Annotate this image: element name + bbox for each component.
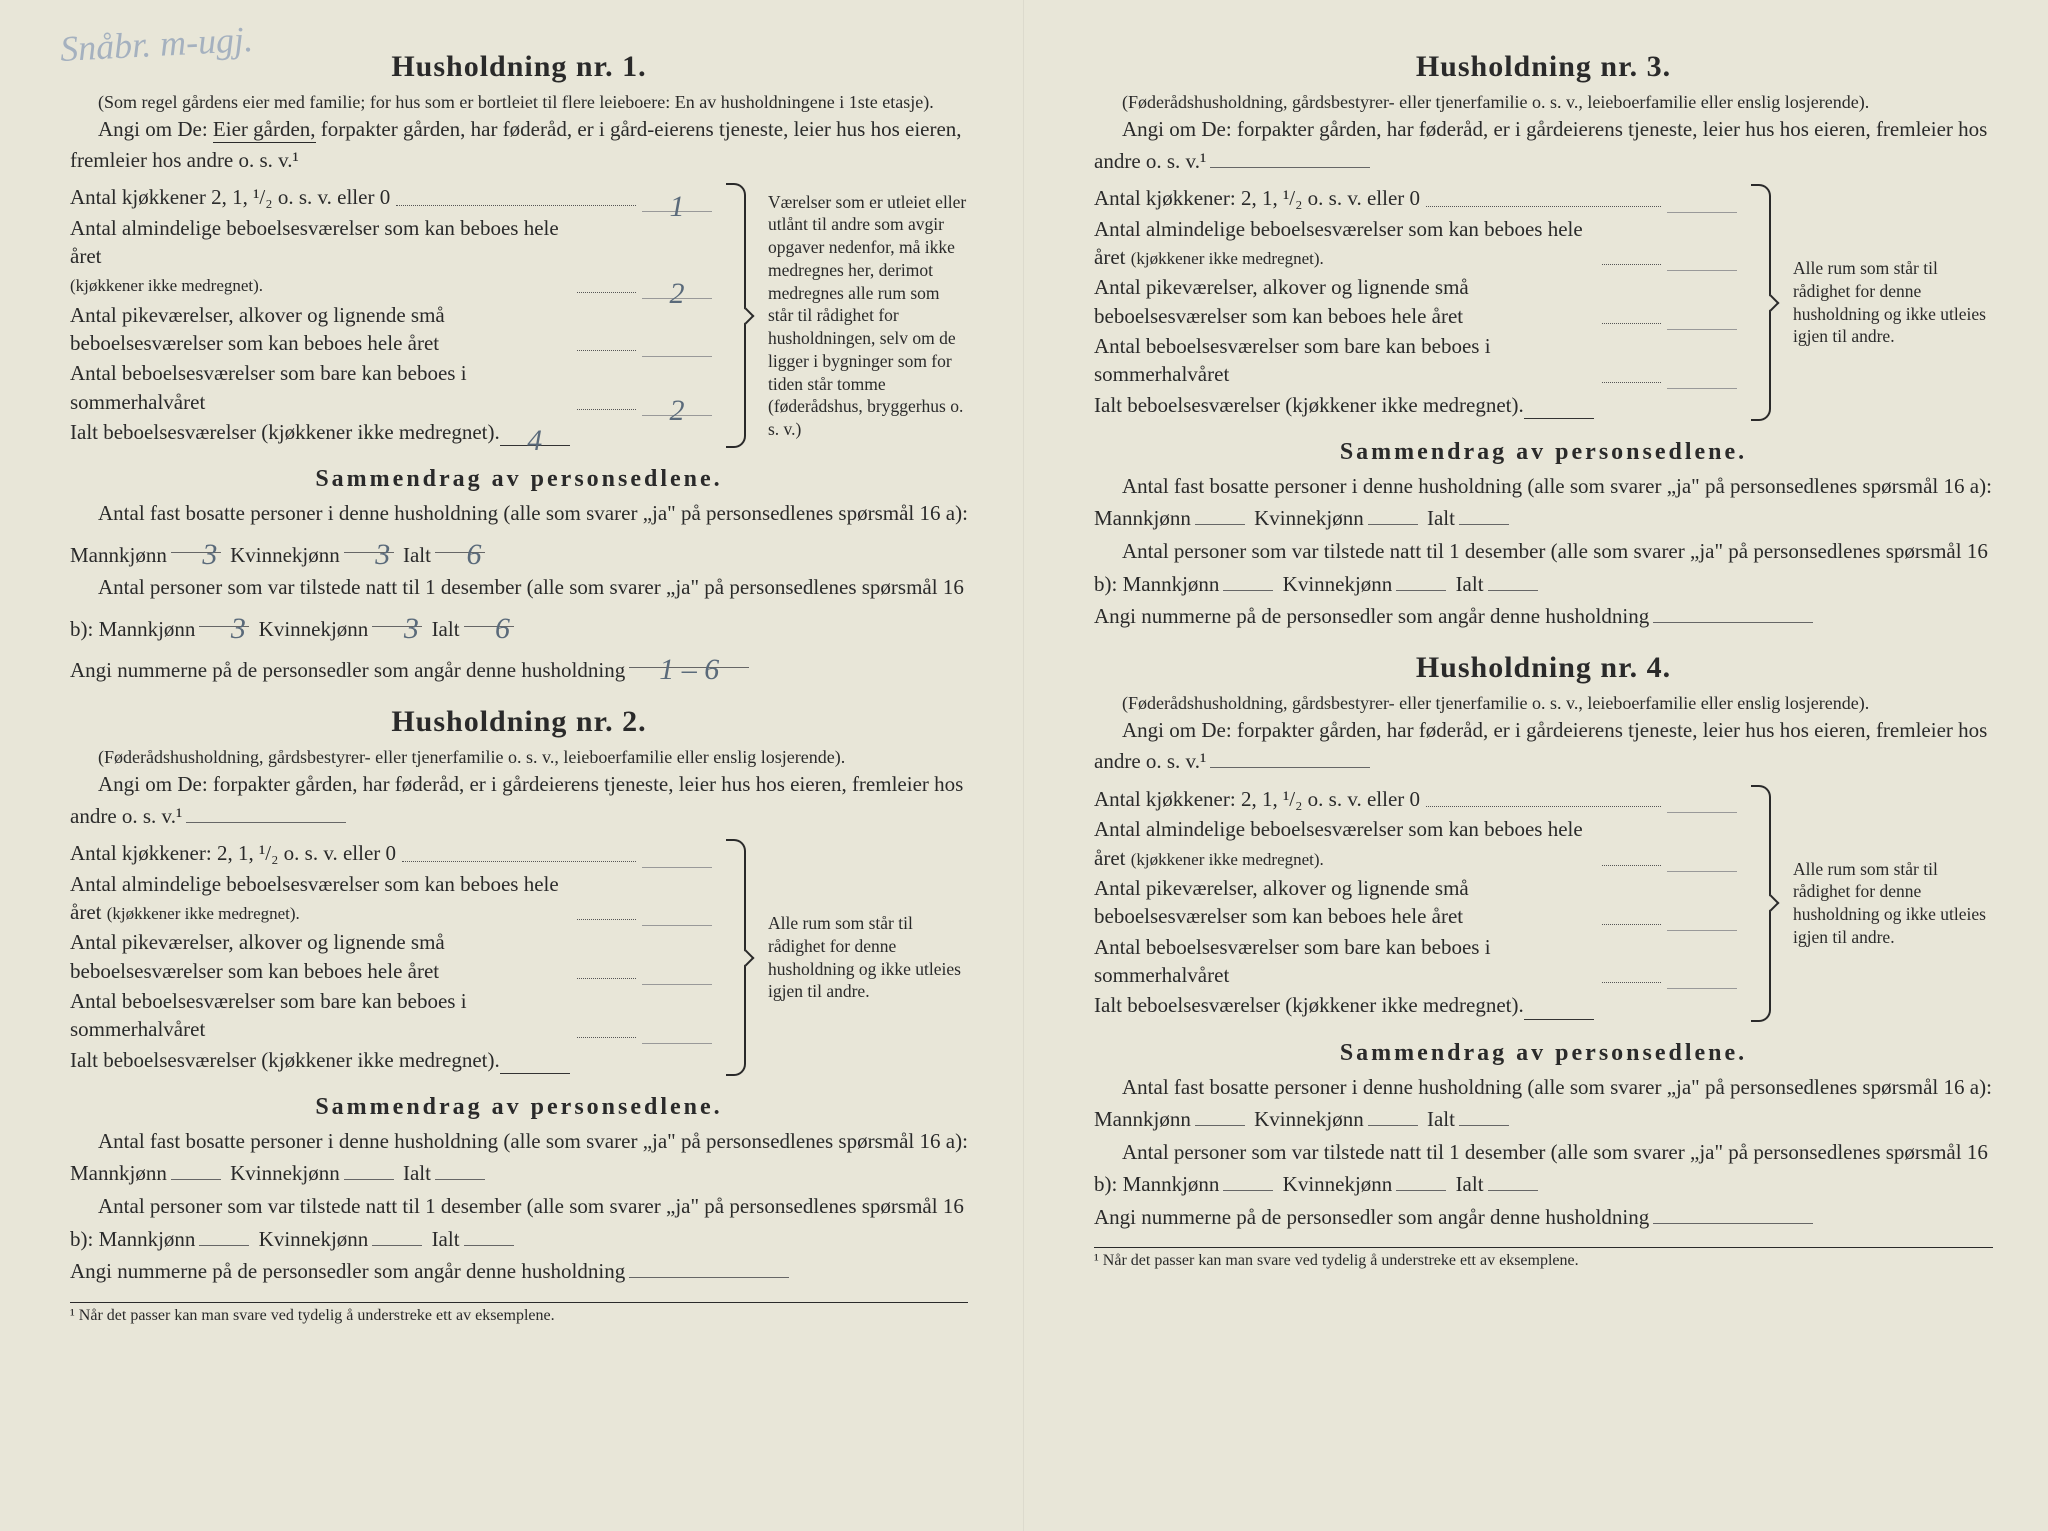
summary-title-2: Sammendrag av personsedlene. [70,1094,968,1121]
household-2-angi: Angi om De: forpakter gården, har føderå… [70,769,968,831]
room-row: Antal pikeværelser, alkover og lignende … [1094,874,1737,931]
room-row: Antal beboelsesværelser som bare kan beb… [1094,933,1737,990]
angi-nummerne-2: Angi nummerne på de personsedler som ang… [70,1255,968,1288]
household-4: Husholdning nr. 4. (Føderådshusholdning,… [1094,651,1993,1271]
summary-3a: Antal fast bosatte personer i denne hush… [1094,470,1993,535]
room-row: Antal beboelsesværelser som bare kan beb… [70,359,712,416]
footnote-left: ¹ Når det passer kan man svare ved tydel… [70,1307,968,1325]
household-3-title: Husholdning nr. 3. [1094,50,1993,84]
brace-note-2: Alle rum som står til rådighet for denne… [760,839,968,1076]
room-row: Antal almindelige beboelsesværelser som … [1094,215,1737,272]
footnote-rule [70,1302,968,1303]
household-3-intro: (Føderådshusholdning, gårdsbestyrer- ell… [1094,90,1993,114]
summary-4a: Antal fast bosatte personer i denne hush… [1094,1071,1993,1136]
household-4-intro: (Føderådshusholdning, gårdsbestyrer- ell… [1094,691,1993,715]
brace-note-4: Alle rum som står til rådighet for denne… [1785,785,1993,1022]
room-row-total: Ialt beboelsesværelser (kjøkkener ikke m… [1094,391,1737,419]
household-1-angi: Angi om De: Eier gården, forpakter gårde… [70,114,968,175]
angi-nummerne-1: Angi nummerne på de personsedler som ang… [70,645,968,687]
summary-title-3: Sammendrag av personsedlene. [1094,439,1993,466]
summary-title-4: Sammendrag av personsedlene. [1094,1040,1993,1067]
room-row: Antal pikeværelser, alkover og lignende … [70,928,712,985]
left-page: Snåbr. m-ugj. Husholdning nr. 1. (Som re… [0,0,1024,1531]
household-1: Husholdning nr. 1. (Som regel gårdens ei… [70,50,968,687]
marginal-handwriting: Snåbr. m-ugj. [59,23,253,65]
room-row: Antal almindelige beboelsesværelser som … [70,214,712,299]
summary-3b: Antal personer som var tilstede natt til… [1094,535,1993,600]
angi-nummerne-3: Angi nummerne på de personsedler som ang… [1094,600,1993,633]
summary-2a: Antal fast bosatte personer i denne hush… [70,1125,968,1190]
household-2-rooms: Antal kjøkkener: 2, 1, ¹/₂ o. s. v. elle… [70,839,968,1076]
angi-nummerne-4: Angi nummerne på de personsedler som ang… [1094,1201,1993,1234]
household-1-intro: (Som regel gårdens eier med familie; for… [70,90,968,114]
room-row: Antal beboelsesværelser som bare kan beb… [70,987,712,1044]
room-row: Antal kjøkkener: 2, 1, ¹/₂ o. s. v. elle… [1094,785,1737,813]
room-row-total: Ialt beboelsesværelser (kjøkkener ikke m… [70,1046,712,1074]
room-row: Antal almindelige beboelsesværelser som … [1094,815,1737,872]
room-row: Antal kjøkkener: 2, 1, ¹/₂ o. s. v. elle… [1094,184,1737,212]
household-3-angi: Angi om De: forpakter gården, har føderå… [1094,114,1993,176]
household-3: Husholdning nr. 3. (Føderådshusholdning,… [1094,50,1993,633]
summary-2b: Antal personer som var tilstede natt til… [70,1190,968,1255]
room-row-total: Ialt beboelsesværelser (kjøkkener ikke m… [1094,991,1737,1019]
right-page: Husholdning nr. 3. (Føderådshusholdning,… [1024,0,2048,1531]
household-2-intro: (Føderådshusholdning, gårdsbestyrer- ell… [70,745,968,769]
household-2-title: Husholdning nr. 2. [70,705,968,739]
angi-underlined-value: Eier gården, [213,117,316,143]
footnote-rule [1094,1247,1993,1248]
summary-1a: Antal fast bosatte personer i denne hush… [70,497,968,571]
footnote-right: ¹ Når det passer kan man svare ved tydel… [1094,1252,1993,1270]
household-4-rooms: Antal kjøkkener: 2, 1, ¹/₂ o. s. v. elle… [1094,785,1993,1022]
room-row-total: Ialt beboelsesværelser (kjøkkener ikke m… [70,418,712,446]
household-4-title: Husholdning nr. 4. [1094,651,1993,685]
summary-1b: Antal personer som var tilstede natt til… [70,571,968,645]
room-row: Antal kjøkkener 2, 1, ¹/₂ o. s. v. eller… [70,183,712,211]
brace-note-3: Alle rum som står til rådighet for denne… [1785,184,1993,421]
summary-title-1: Sammendrag av personsedlene. [70,466,968,493]
household-1-rooms: Antal kjøkkener 2, 1, ¹/₂ o. s. v. eller… [70,183,968,448]
room-row: Antal pikeværelser, alkover og lignende … [1094,273,1737,330]
room-row: Antal beboelsesværelser som bare kan beb… [1094,332,1737,389]
room-row: Antal pikeværelser, alkover og lignende … [70,301,712,358]
household-3-rooms: Antal kjøkkener: 2, 1, ¹/₂ o. s. v. elle… [1094,184,1993,421]
brace-note-1: Værelser som er utleiet eller utlånt til… [760,183,968,448]
household-4-angi: Angi om De: forpakter gården, har føderå… [1094,715,1993,777]
room-row: Antal kjøkkener: 2, 1, ¹/₂ o. s. v. elle… [70,839,712,867]
room-row: Antal almindelige beboelsesværelser som … [70,870,712,927]
household-2: Husholdning nr. 2. (Føderådshusholdning,… [70,705,968,1325]
summary-4b: Antal personer som var tilstede natt til… [1094,1136,1993,1201]
